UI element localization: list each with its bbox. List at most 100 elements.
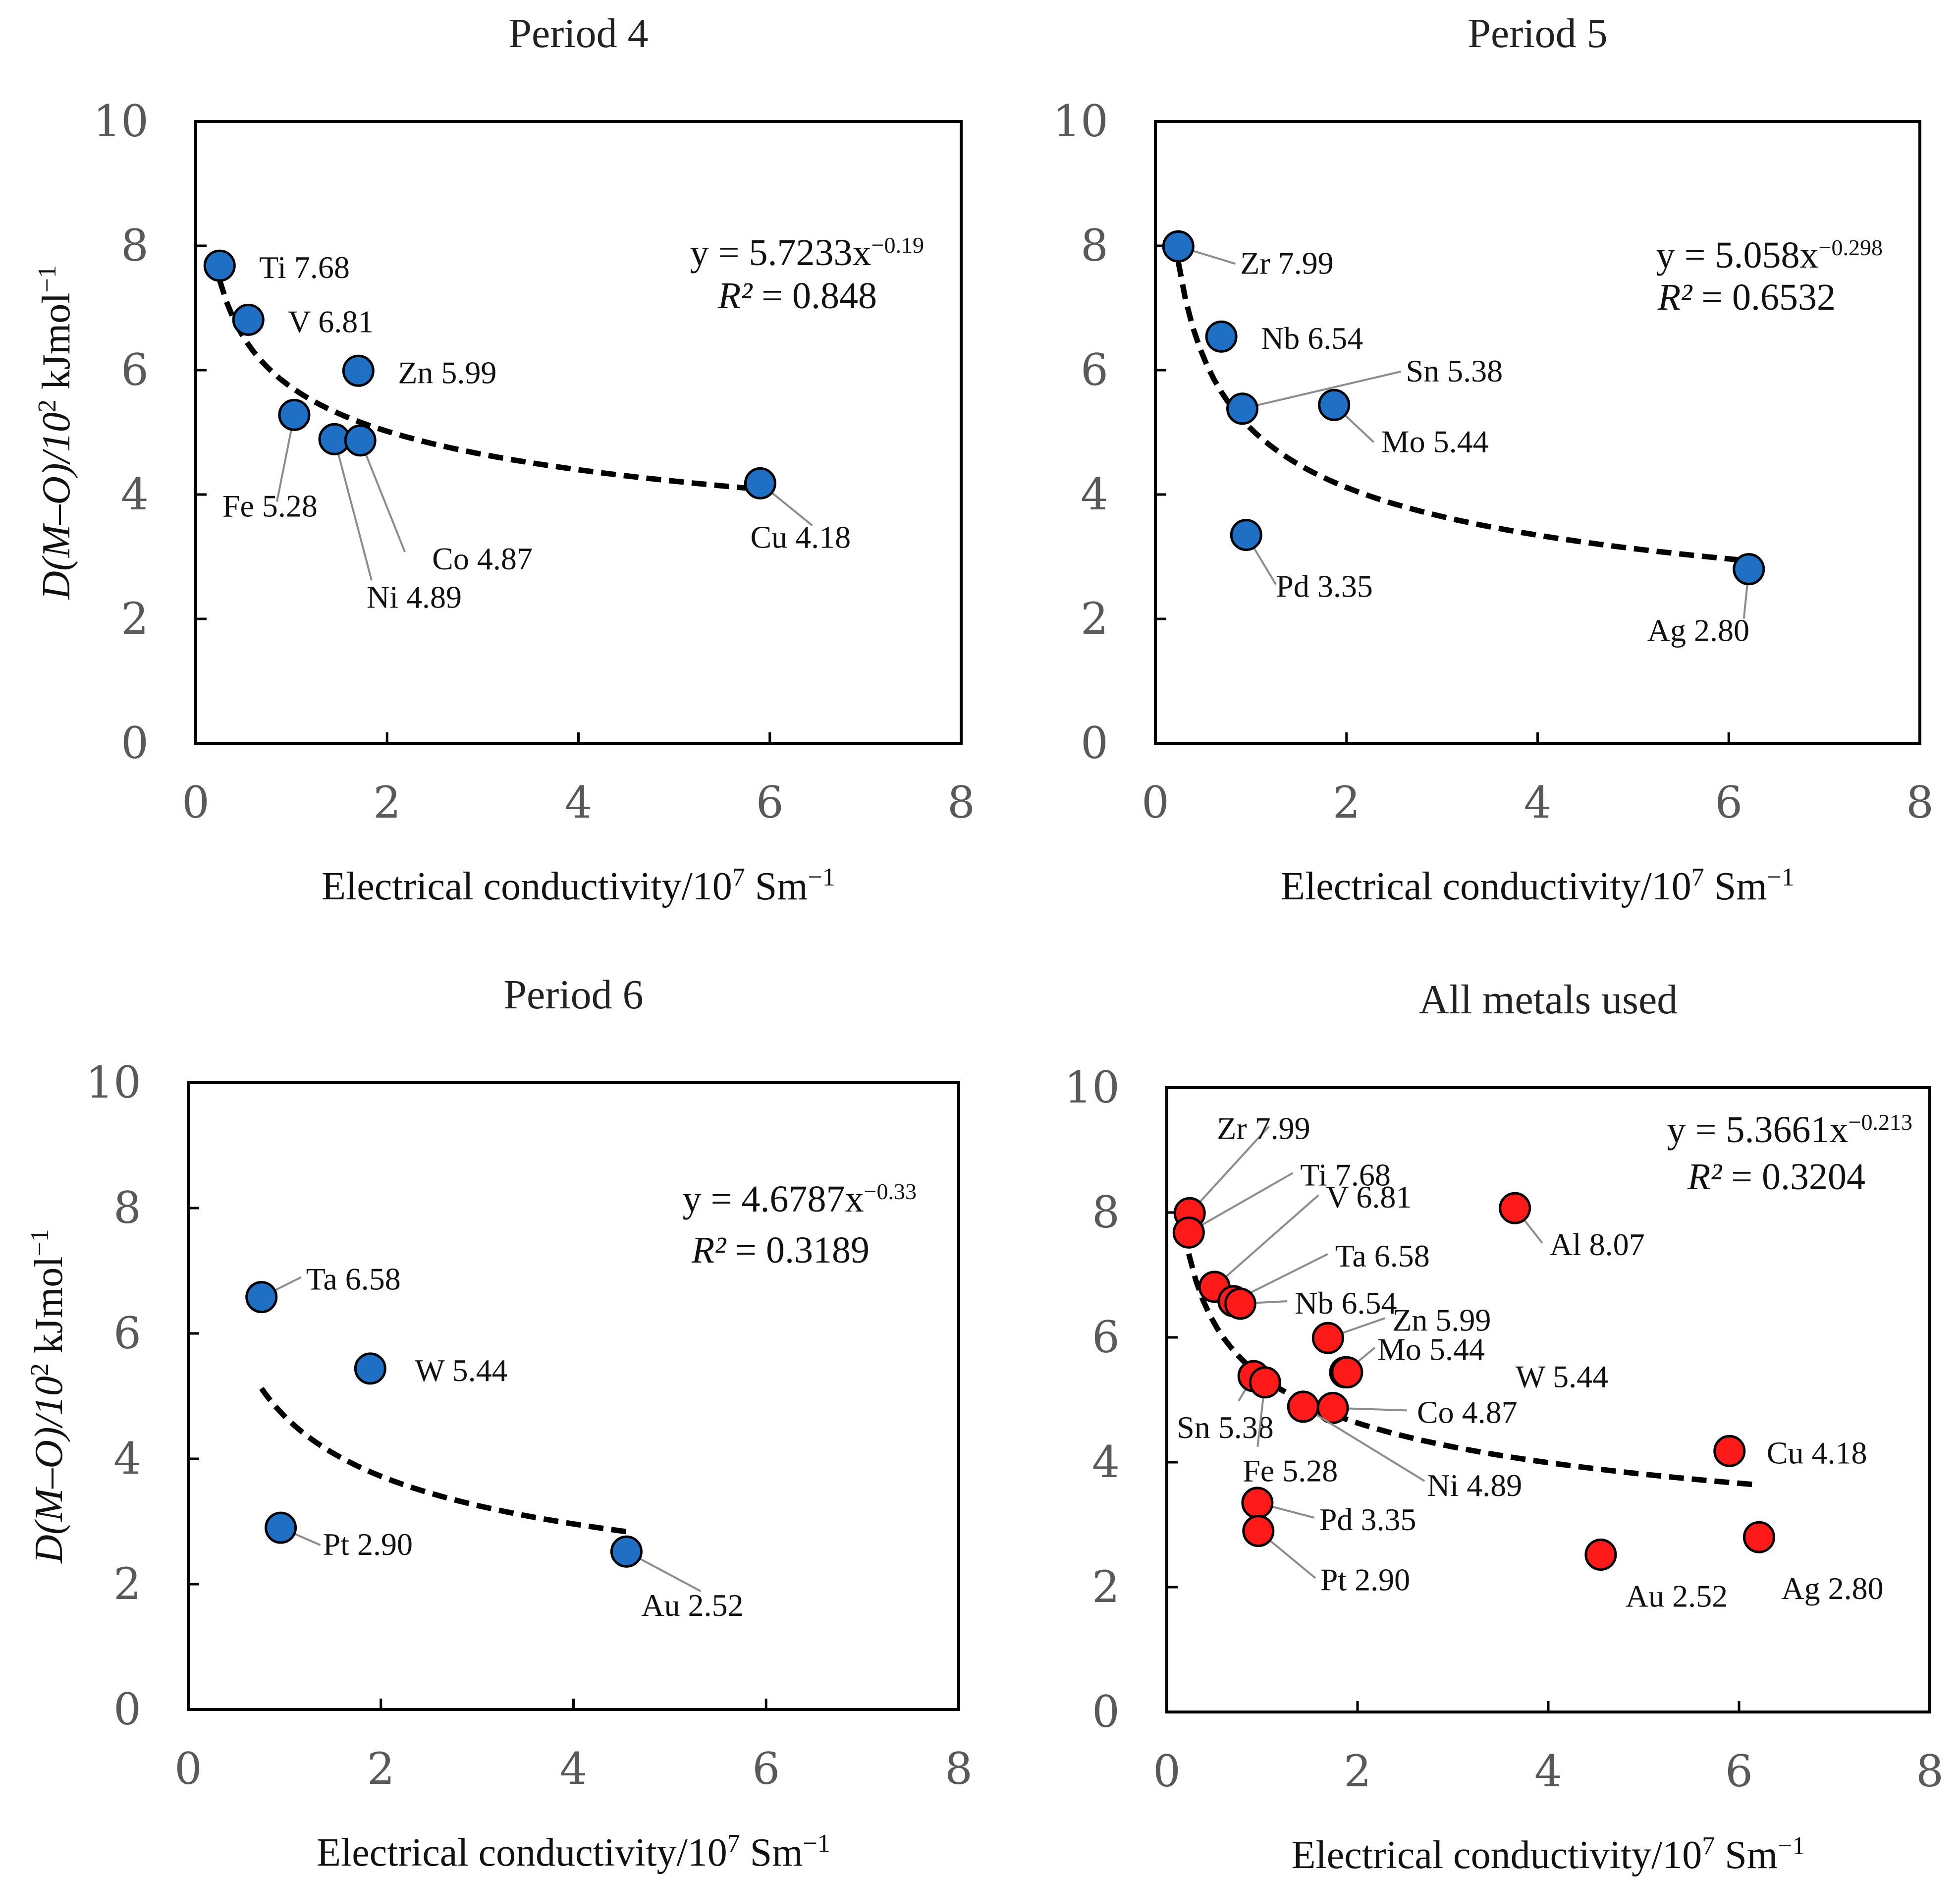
x-axis-label: Electrical conductivity/107 Sm−1 [317, 1829, 830, 1875]
y-axis-label-sup: 2 [26, 1363, 54, 1376]
x-tick-label: 8 [1906, 777, 1934, 828]
fit-equation: y = 5.058x−0.298 [1656, 234, 1883, 276]
x-axis-label-text: Electrical conductivity/10 [1281, 865, 1691, 908]
point-label-au: Au 2.52 [641, 1588, 743, 1623]
fit-equation-base: y = 5.058x [1656, 234, 1819, 276]
data-point-w [354, 1352, 386, 1385]
x-tick-label: 0 [1142, 777, 1169, 828]
point-label-cu: Cu 4.18 [1767, 1435, 1867, 1470]
r-squared: R² = 0.848 [717, 275, 877, 317]
point-label-v: V 6.81 [1326, 1179, 1412, 1215]
x-tick-label: 4 [560, 1743, 588, 1794]
x-axis-label-unit: Sm [1715, 1833, 1778, 1877]
x-axis-label-text: Electrical conductivity/10 [1292, 1833, 1702, 1877]
x-tick-label: 8 [1916, 1746, 1944, 1797]
point-label-fe: Fe 5.28 [222, 488, 318, 523]
trendline [259, 1386, 627, 1535]
fit-equation-base: y = 4.6787x [683, 1178, 864, 1220]
r-squared-label: R² [691, 1229, 726, 1271]
y-tick-label: 0 [113, 1684, 141, 1735]
point-label-pd: Pd 3.35 [1276, 569, 1373, 604]
x-axis-label-unit-sup: −1 [808, 863, 835, 891]
y-tick-label: 10 [1053, 96, 1108, 147]
r-squared: R² = 0.6532 [1657, 276, 1836, 318]
x-tick-label: 0 [182, 777, 210, 828]
y-axis-label: D(M–O)/102 kJmol−1 [33, 265, 79, 600]
point-label-w: W 5.44 [1516, 1359, 1608, 1394]
chart-panel-1: Period 4 0 2 4 6 8 0 2 4 6 8 10 Electrical conductiv… [33, 10, 976, 908]
leader-line-zr [1189, 1125, 1270, 1214]
data-point-pd [1241, 1487, 1274, 1519]
data-point-ti [1172, 1216, 1205, 1249]
y-axis-label-unit-sup: −1 [26, 1229, 54, 1256]
fit-equation-exponent: −0.298 [1819, 235, 1883, 260]
x-tick-label: 0 [174, 1743, 202, 1794]
y-tick-label: 4 [121, 469, 149, 520]
x-axis-label-unit-sup: −1 [803, 1829, 830, 1858]
plot-frame [1154, 120, 1921, 745]
x-axis-label-unit: Sm [1704, 865, 1767, 908]
data-point-zn [1311, 1322, 1344, 1354]
point-label-zr: Zr 7.99 [1240, 245, 1333, 280]
point-label-sn: Sn 5.38 [1406, 353, 1503, 388]
r-squared-value: = 0.848 [752, 275, 877, 317]
point-label-ta: Ta 6.58 [306, 1262, 401, 1297]
plot-frame [187, 1081, 960, 1711]
x-axis-label-sup: 7 [732, 863, 745, 891]
x-axis-label-unit: Sm [740, 1831, 803, 1875]
fit-equation-exponent: −0.33 [864, 1179, 917, 1204]
data-point-ni [1287, 1390, 1319, 1423]
x-axis-label: Electrical conductivity/107 Sm−1 [1281, 863, 1795, 909]
fit-equation: y = 5.3661x−0.213 [1667, 1109, 1912, 1151]
fit-equation-exponent: −0.19 [871, 232, 924, 258]
y-tick-label: 2 [1081, 593, 1108, 644]
fit-equation-exponent: −0.213 [1849, 1109, 1912, 1135]
y-axis-label-unit-sup: −1 [33, 265, 61, 292]
data-point-pd [1230, 519, 1262, 552]
x-tick-label: 8 [945, 1743, 973, 1794]
y-tick-label: 6 [113, 1308, 141, 1359]
point-label-al: Al 8.07 [1550, 1227, 1645, 1262]
data-point-cu [1713, 1435, 1746, 1467]
leader-line-co [359, 440, 406, 552]
y-axis-label-text: D(M–O)/10 [35, 412, 78, 600]
x-tick-label: 2 [1333, 777, 1361, 828]
y-tick-label: 6 [1081, 344, 1108, 395]
y-tick-label: 4 [1092, 1436, 1120, 1488]
r-squared-label: R² [1657, 276, 1692, 318]
fit-equation-base: y = 5.7233x [690, 232, 871, 274]
y-axis-label: D(M–O)/102 kJmol−1 [26, 1229, 71, 1564]
point-label-pd: Pd 3.35 [1319, 1502, 1416, 1537]
data-point-ta [245, 1281, 278, 1314]
x-axis-label-text: Electrical conductivity/10 [322, 865, 732, 908]
x-tick-label: 6 [756, 777, 784, 828]
point-label-v: V 6.81 [288, 304, 374, 339]
x-tick-label: 6 [752, 1743, 780, 1794]
y-axis-label-text: D(M–O)/10 [27, 1376, 71, 1564]
y-tick-label: 10 [1064, 1062, 1120, 1113]
chart-title: Period 4 [508, 10, 648, 56]
chart-panel-2: Period 5 0 2 4 6 8 0 2 4 6 8 10 Electrical conductiv… [1053, 10, 1934, 908]
point-label-nb: Nb 6.54 [1295, 1285, 1397, 1321]
y-tick-label: 8 [1081, 220, 1108, 271]
x-tick-label: 4 [1534, 1746, 1562, 1797]
x-tick-label: 8 [947, 777, 975, 828]
x-axis-label-sup: 7 [727, 1829, 740, 1858]
x-axis-label-unit: Sm [745, 865, 808, 908]
data-point-au [610, 1535, 643, 1568]
y-tick-label: 10 [93, 96, 149, 147]
trendline [217, 279, 761, 492]
y-tick-label: 8 [1092, 1187, 1120, 1238]
x-axis-label-unit-sup: −1 [1778, 1832, 1805, 1860]
leader-line-ni [1303, 1406, 1425, 1482]
r-squared-label: R² [1687, 1156, 1722, 1198]
point-label-ni: Ni 4.89 [1427, 1468, 1522, 1503]
plot-frame [194, 120, 963, 745]
data-point-zn [342, 354, 375, 387]
y-tick-label: 4 [1081, 469, 1108, 520]
r-squared: R² = 0.3189 [691, 1229, 870, 1271]
point-label-ta: Ta 6.58 [1335, 1238, 1430, 1273]
leader-line-ni [333, 439, 373, 581]
trendline [1186, 1253, 1759, 1488]
